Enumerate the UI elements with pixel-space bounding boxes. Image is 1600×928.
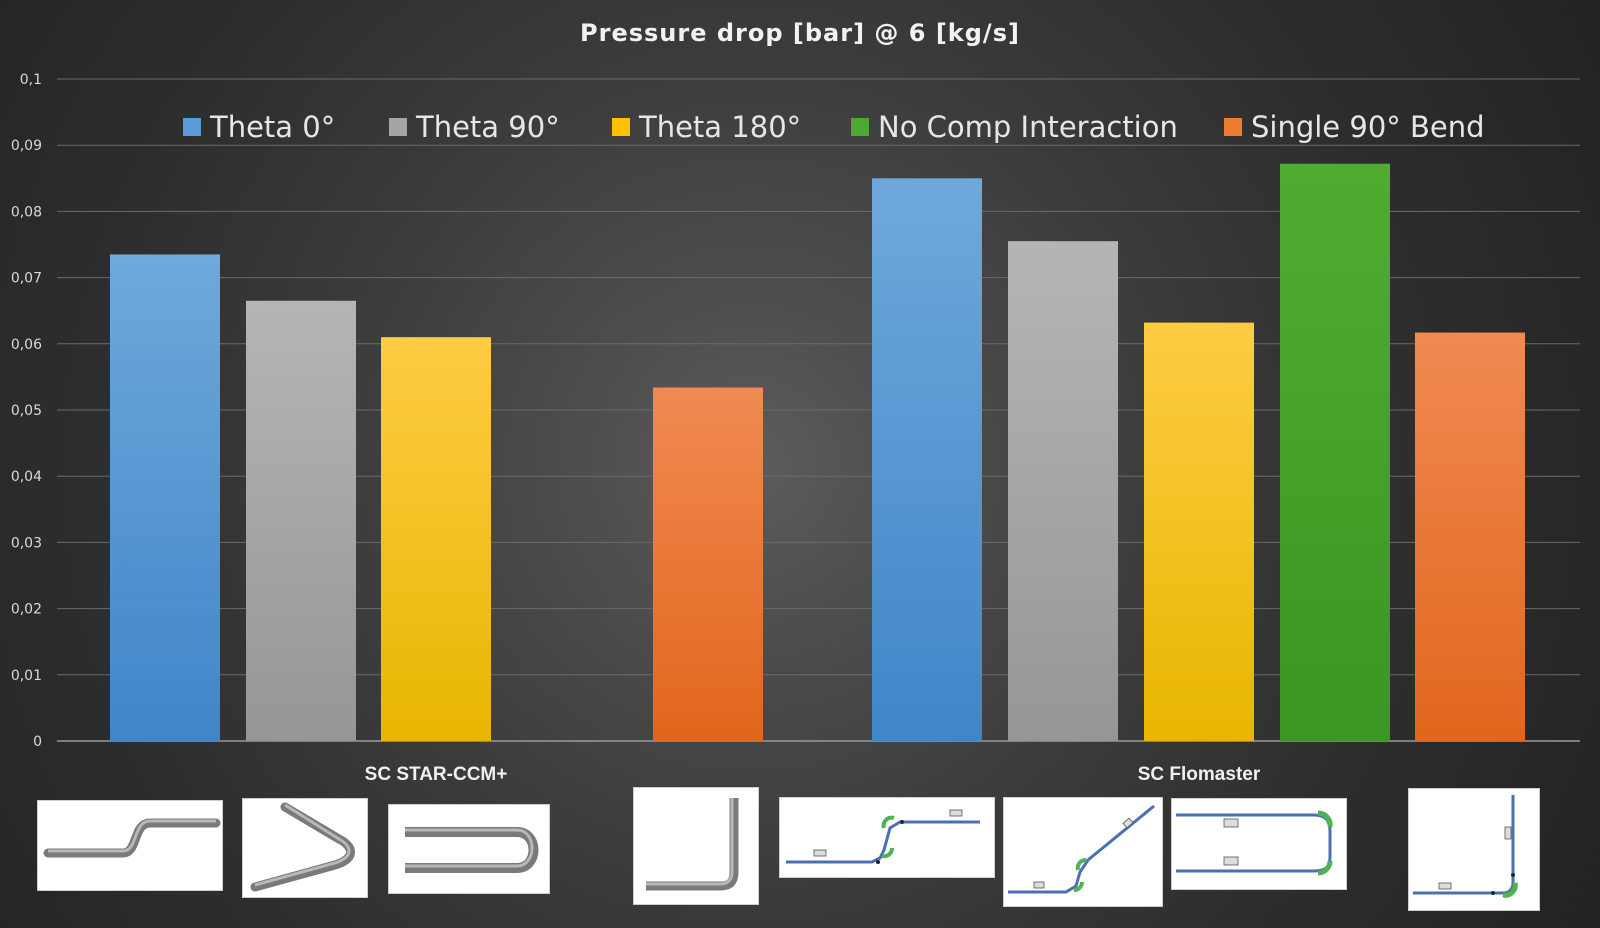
y-tick-label: 0,02 [11, 602, 42, 618]
bar-0-theta-90- [246, 300, 356, 741]
legend-label: Theta 0° [209, 110, 335, 144]
y-tick-label: 0,06 [11, 337, 42, 353]
legend-label: Theta 90° [415, 110, 560, 144]
y-tick-label: 0,04 [11, 469, 42, 485]
legend-swatch [389, 118, 407, 136]
y-axis: 0 0,01 0,02 0,03 0,04 0,05 0,06 0,07 0,08 0,09 0,1 [11, 72, 42, 750]
bar-1-theta-180- [1144, 322, 1254, 741]
y-tick-label: 0,07 [11, 271, 42, 287]
bars [110, 163, 1525, 742]
bar-1-theta-90- [1008, 241, 1118, 741]
y-tick-label: 0,09 [11, 138, 42, 154]
legend-swatch [183, 118, 201, 136]
group-label-flomaster: SC Flomaster [1138, 764, 1261, 785]
flomaster-thumb-2 [1003, 797, 1163, 907]
star-thumb-v-pipe [242, 798, 368, 898]
star-thumb-s-pipe [37, 800, 223, 891]
legend-swatch [612, 118, 630, 136]
bar-1-no-comp-interaction [1280, 163, 1390, 742]
y-tick-label: 0 [33, 734, 42, 750]
legend-label: No Comp Interaction [878, 110, 1178, 144]
y-tick-label: 0,1 [20, 72, 42, 88]
flomaster-thumb-1 [779, 797, 995, 878]
single-bend-thumb [633, 787, 759, 905]
y-tick-label: 0,08 [11, 204, 42, 220]
bar-0-theta-0- [110, 254, 220, 741]
y-tick-label: 0,05 [11, 403, 42, 419]
bar-1-theta-0- [872, 178, 982, 742]
legend-label: Theta 180° [638, 110, 801, 144]
legend-swatch [851, 118, 869, 136]
flomaster-thumb-3 [1171, 798, 1347, 890]
y-tick-label: 0,03 [11, 535, 42, 551]
legend-swatch [1224, 118, 1242, 136]
bar-1-single-90-bend [1415, 332, 1525, 741]
chart-title: Pressure drop [bar] @ 6 [kg/s] [580, 19, 1020, 47]
legend-label: Single 90° Bend [1251, 110, 1485, 144]
star-thumb-u-pipe [388, 804, 550, 894]
y-tick-label: 0,01 [11, 668, 42, 684]
bar-0-theta-180- [381, 337, 491, 741]
bar-0-single-90-bend [653, 387, 763, 741]
group-label-star-ccm: SC STAR-CCM+ [365, 764, 508, 785]
flomaster-thumb-4 [1408, 788, 1540, 911]
legend: Theta 0° Theta 90° Theta 180° No Comp Inter… [183, 110, 1485, 144]
